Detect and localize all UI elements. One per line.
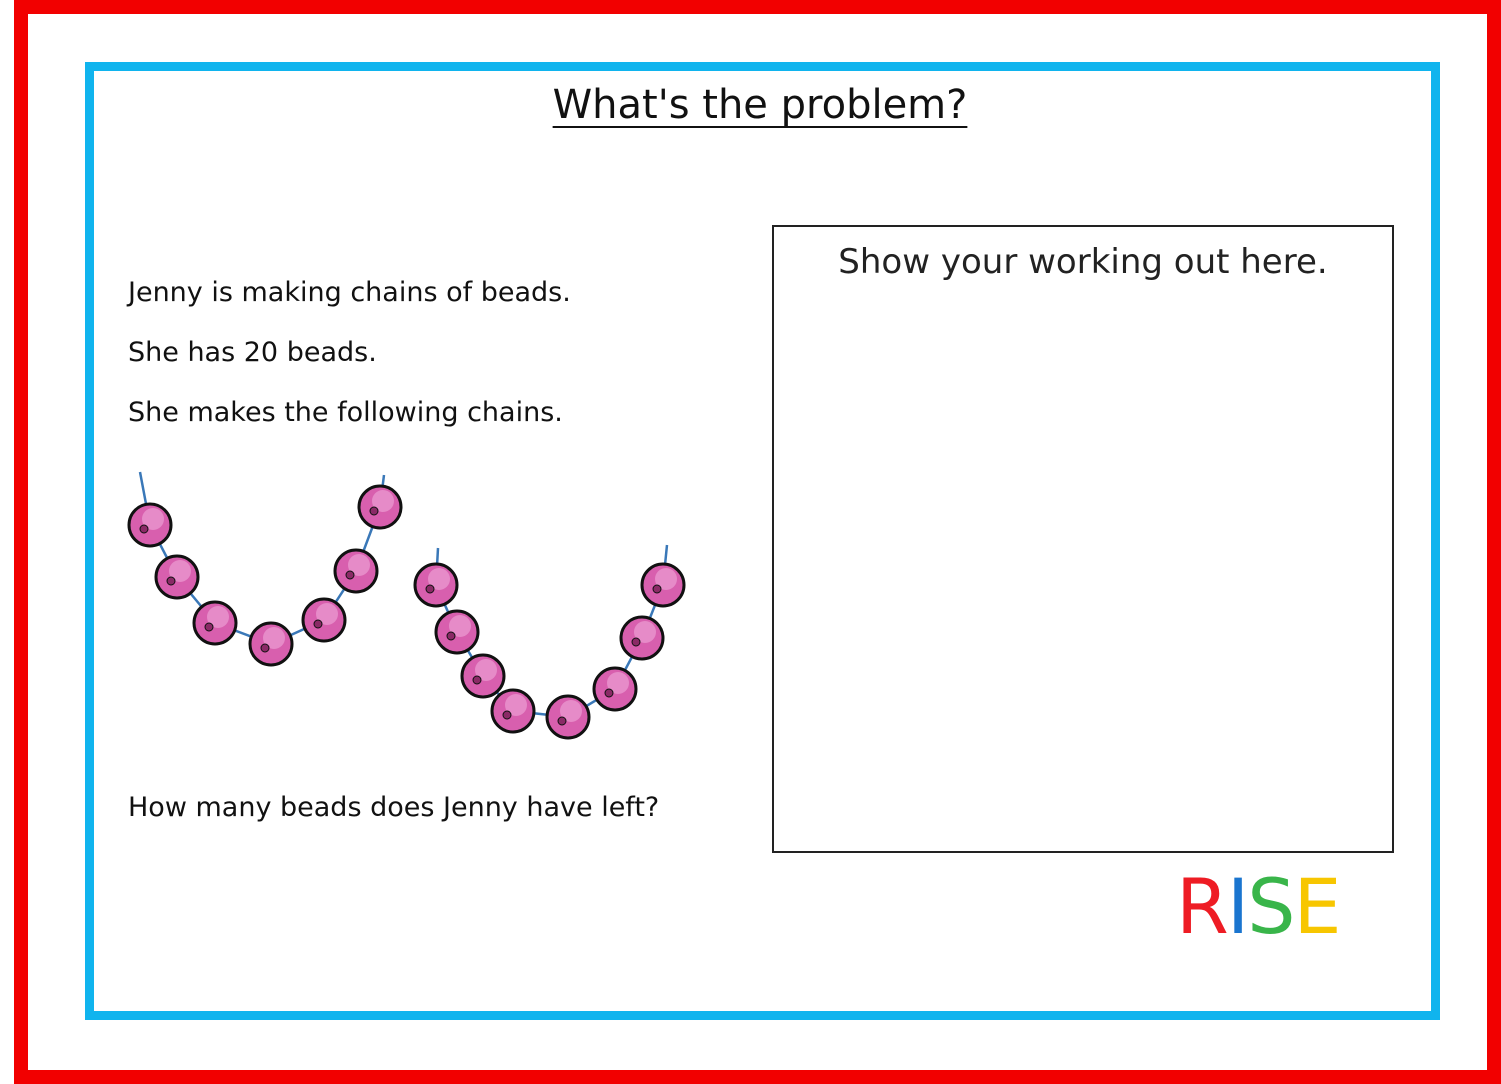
bead-hole	[653, 585, 661, 593]
bead-hole	[632, 638, 640, 646]
bead-hole	[473, 676, 481, 684]
bead-hole	[167, 577, 175, 585]
bead-hole	[314, 620, 322, 628]
worksheet: What's the problem? Jenny is making chai…	[0, 0, 1501, 1084]
bead-hole	[447, 632, 455, 640]
bead-hole	[346, 571, 354, 579]
bead-hole	[261, 644, 269, 652]
beads-illustration	[0, 0, 1501, 1084]
bead-hole	[426, 585, 434, 593]
bead-hole	[205, 623, 213, 631]
bead-hole	[558, 717, 566, 725]
bead-hole	[605, 689, 613, 697]
bead-hole	[140, 525, 148, 533]
bead-hole	[503, 711, 511, 719]
bead-hole	[370, 507, 378, 515]
